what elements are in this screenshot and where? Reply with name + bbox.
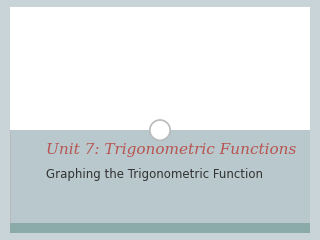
Bar — [10, 223, 310, 233]
Text: Unit 7: Trigonometric Functions: Unit 7: Trigonometric Functions — [46, 144, 296, 157]
Text: Graphing the Trigonometric Function: Graphing the Trigonometric Function — [46, 168, 263, 181]
Ellipse shape — [150, 120, 170, 140]
Bar — [10, 7, 310, 130]
